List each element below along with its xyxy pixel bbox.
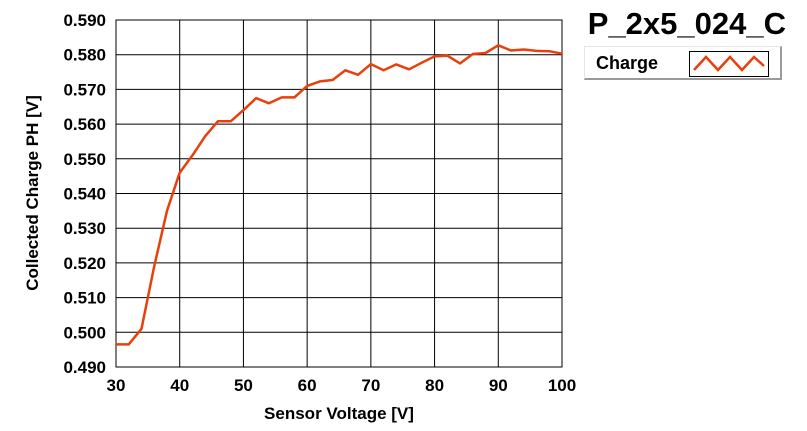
legend-series-label: Charge <box>596 53 659 73</box>
legend-line-swatch <box>689 51 769 77</box>
y-tick-label: 0.500 <box>63 323 106 342</box>
data-point <box>382 69 385 72</box>
x-tick-label: 40 <box>170 376 189 395</box>
series-layer <box>115 44 563 346</box>
legend-line-icon <box>693 55 765 72</box>
data-point <box>216 120 219 123</box>
chart-title: P_2x5_024_C <box>588 6 786 41</box>
data-point <box>204 135 207 138</box>
y-tick-label: 0.560 <box>63 115 106 134</box>
y-tick-label: 0.570 <box>63 80 106 99</box>
data-point <box>331 79 334 82</box>
data-point <box>293 96 296 99</box>
data-point <box>280 96 283 99</box>
data-point <box>548 50 551 53</box>
data-point <box>127 343 130 346</box>
x-tick-label: 90 <box>489 376 508 395</box>
data-point <box>115 343 117 346</box>
data-point <box>535 49 538 52</box>
y-tick-label: 0.490 <box>63 358 106 377</box>
data-point <box>484 51 487 54</box>
data-point <box>369 63 372 66</box>
x-tick-label: 50 <box>234 376 253 395</box>
x-tick-labels: 30 40 50 60 70 80 90 100 <box>107 376 577 395</box>
data-point <box>165 209 168 212</box>
y-axis-title: Collected Charge PH [V] <box>23 95 42 291</box>
y-tick-label: 0.580 <box>63 46 106 65</box>
y-tick-label: 0.550 <box>63 150 106 169</box>
data-point <box>267 102 270 105</box>
data-point <box>446 54 449 57</box>
data-point <box>433 55 436 58</box>
data-point <box>522 48 525 51</box>
data-point <box>344 69 347 72</box>
data-point <box>357 73 360 76</box>
data-point <box>255 97 258 100</box>
x-tick-label: 60 <box>298 376 317 395</box>
data-point <box>318 80 321 83</box>
data-point <box>408 68 411 71</box>
data-point <box>229 120 232 123</box>
data-point <box>497 44 500 47</box>
y-tick-label: 0.540 <box>63 185 106 204</box>
x-axis-title: Sensor Voltage [V] <box>264 404 414 423</box>
y-tick-label: 0.520 <box>63 254 106 273</box>
x-tick-label: 80 <box>425 376 444 395</box>
y-tick-label: 0.510 <box>63 289 106 308</box>
series-line-charge <box>116 44 563 346</box>
x-tick-label: 70 <box>361 376 380 395</box>
x-tick-label: 30 <box>107 376 126 395</box>
data-point <box>420 61 423 64</box>
data-point <box>153 265 156 268</box>
data-point <box>191 154 194 157</box>
data-point <box>140 327 143 330</box>
y-tick-labels: 0.490 0.500 0.510 0.520 0.530 0.540 0.550 0.560… <box>63 11 106 377</box>
legend: Charge <box>584 46 782 80</box>
data-point <box>510 49 513 52</box>
x-tick-label: 100 <box>548 376 576 395</box>
data-point <box>242 109 245 112</box>
data-point <box>471 53 474 56</box>
data-point <box>306 84 309 87</box>
grid-lines <box>115 19 563 368</box>
y-tick-label: 0.530 <box>63 219 106 238</box>
data-point <box>395 63 398 66</box>
y-tick-label: 0.590 <box>63 11 106 30</box>
data-point <box>178 171 181 174</box>
data-point <box>459 62 462 65</box>
data-point <box>561 52 563 55</box>
